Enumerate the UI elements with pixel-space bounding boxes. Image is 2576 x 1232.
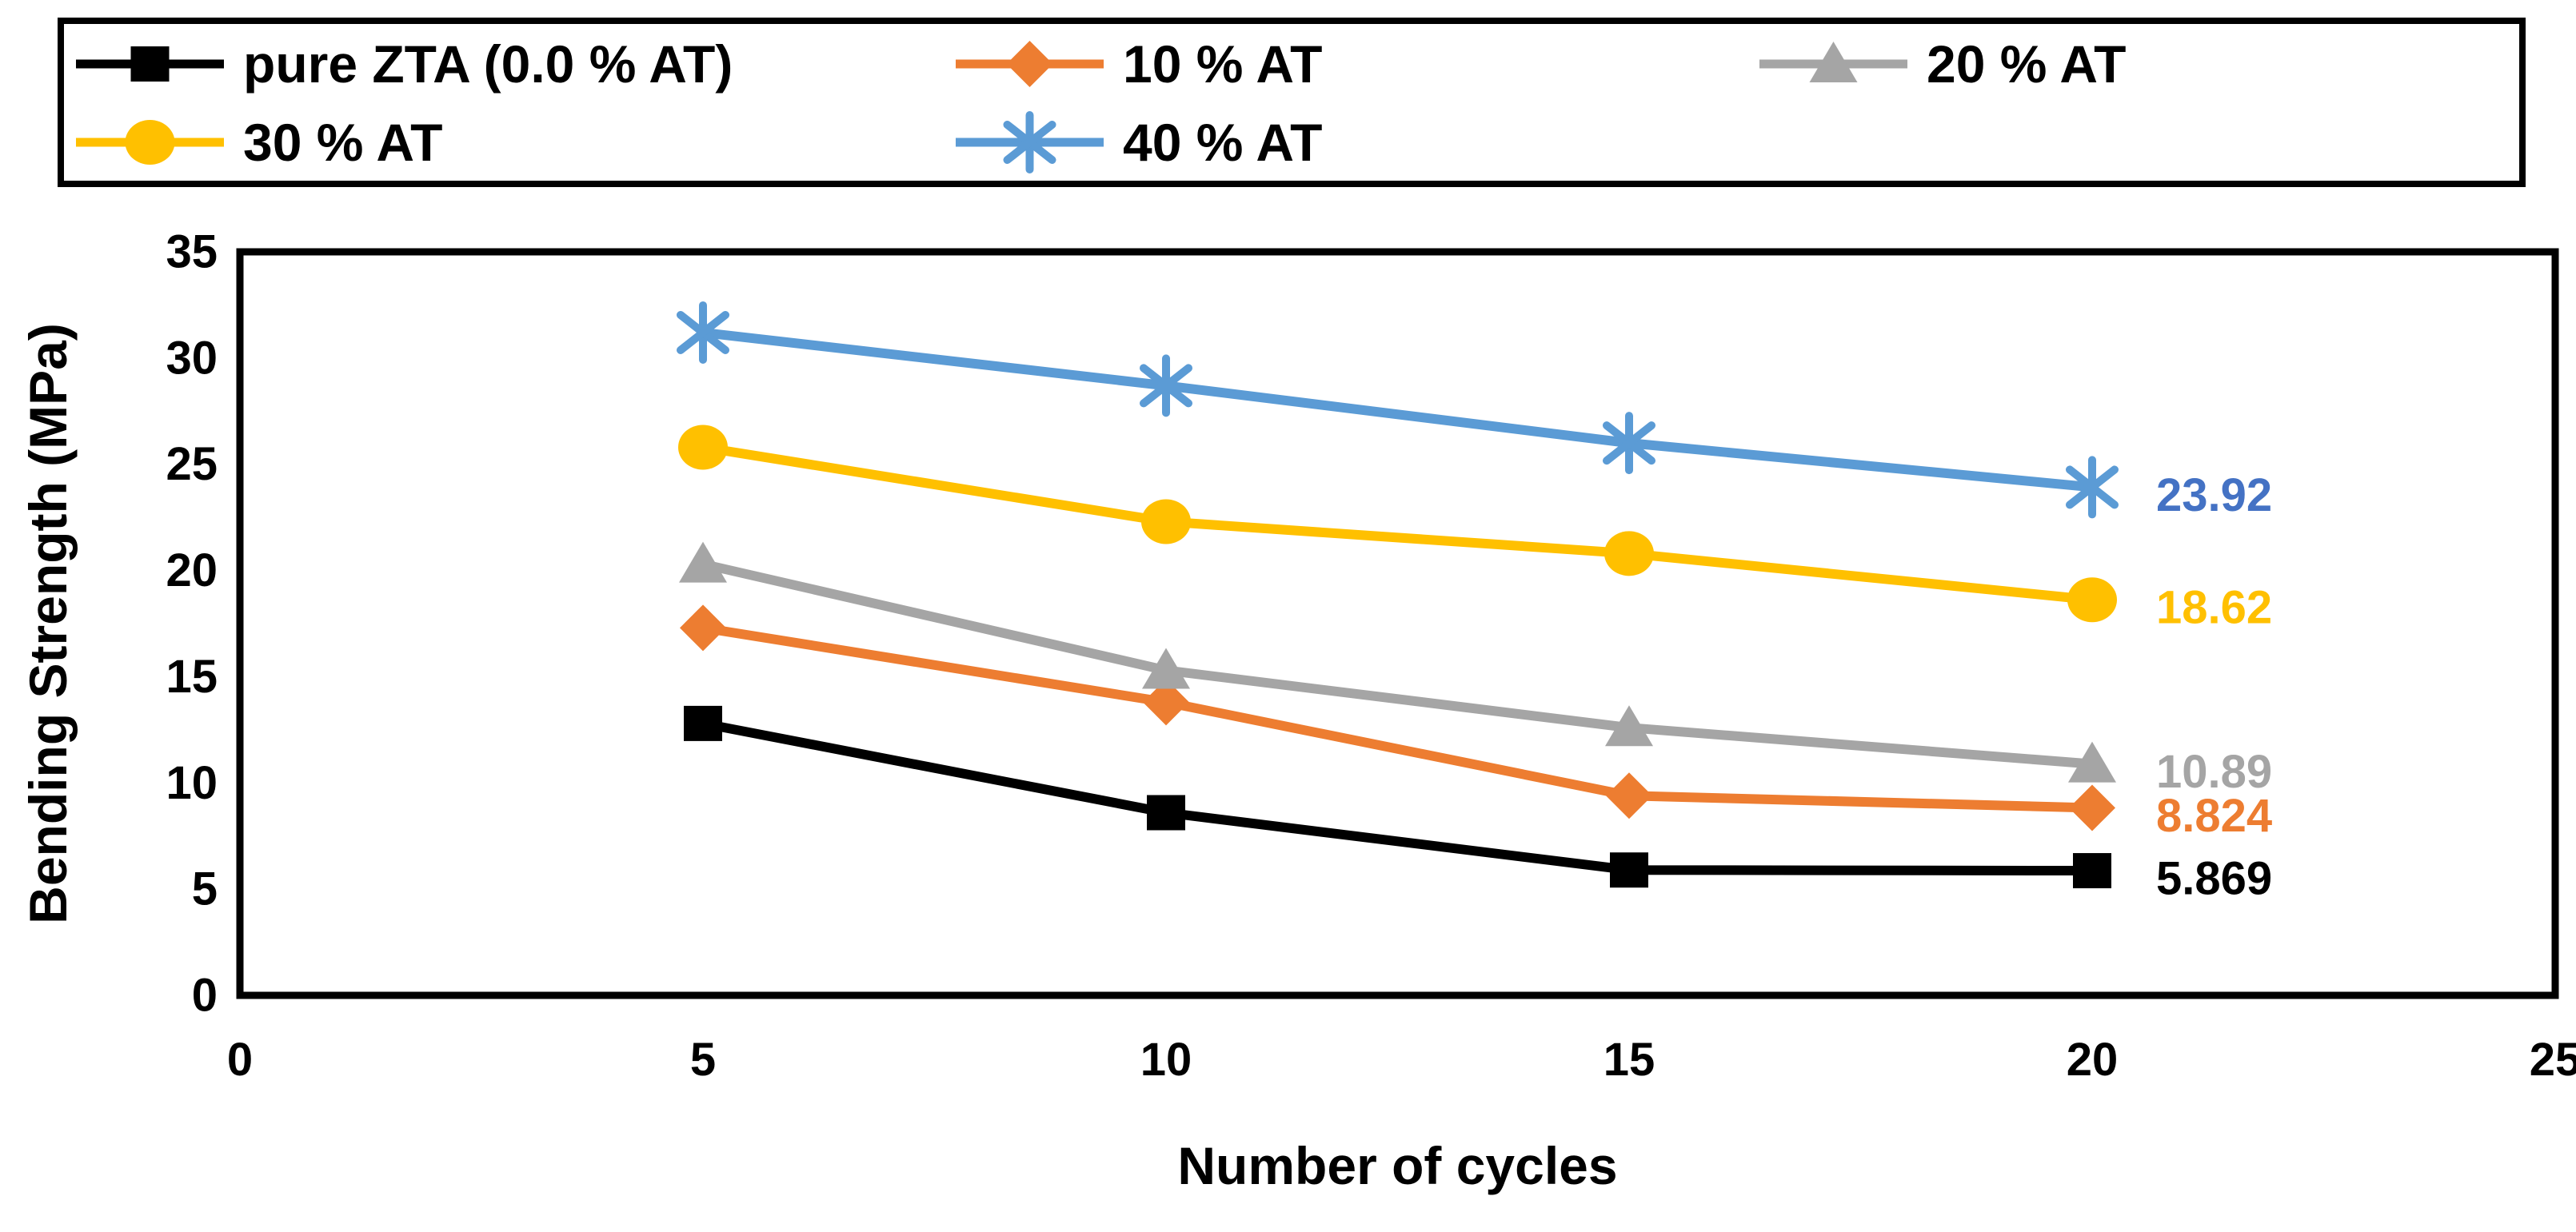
square-marker-icon [76,46,224,82]
asterisk-marker-icon [677,301,729,364]
triangle-marker-icon [1142,648,1190,689]
square-marker-icon [1147,795,1185,831]
y-tick-label: 35 [166,226,218,278]
asterisk-marker-icon [1140,364,1192,408]
y-tick-label: 5 [192,863,218,915]
series-line [702,328,2093,492]
diamond-marker-icon [680,604,726,652]
asterisk-marker-icon [1003,121,1056,164]
legend-item: 30 % AT [76,102,442,182]
legend-item: pure ZTA (0.0 % AT) [76,24,733,104]
asterisk-marker-icon [1603,412,1655,475]
plot-border [236,248,2559,999]
x-tick-label: 15 [1604,1034,1655,1086]
asterisk-marker-icon [1603,421,1655,465]
circle-marker-icon [1141,499,1191,544]
asterisk-marker-icon [677,310,729,354]
triangle-marker-icon [1605,705,1653,747]
circle-marker-icon [76,120,224,165]
diamond-marker-icon [1006,41,1053,87]
series-line [702,623,2093,813]
series-line [702,442,2093,605]
x-tick-label: 20 [2067,1034,2119,1086]
x-tick-label: 0 [227,1034,253,1086]
triangle-marker-icon [1759,42,1907,82]
square-marker-icon [130,46,170,82]
x-tick-label: 25 [2530,1034,2576,1086]
legend-item-label: 30 % AT [243,113,443,172]
diamond-marker-icon [956,41,1104,87]
y-tick-label: 15 [166,651,218,703]
circle-marker-icon [1604,531,1654,576]
legend-item-label: 40 % AT [1123,113,1323,172]
series-end-data-label: 8.824 [2156,790,2272,842]
legend-item: 40 % AT [956,102,1322,182]
x-axis-title: Number of cycles [1177,1136,1618,1195]
series-end-data-label: 10.89 [2156,746,2272,798]
circle-marker-icon [125,120,175,165]
circle-marker-icon [2067,577,2117,623]
series-line [701,718,2093,876]
series-end-data-label: 23.92 [2156,469,2272,521]
series-end-data-label: 18.62 [2156,582,2272,634]
triangle-marker-icon [2068,741,2116,783]
asterisk-marker-icon [1140,354,1192,417]
legend-item: 20 % AT [1759,24,2126,104]
legend-item-label: pure ZTA (0.0 % AT) [243,34,733,94]
asterisk-marker-icon [1003,111,1056,173]
y-tick-label: 25 [166,438,218,490]
triangle-marker-icon [1809,42,1858,82]
diamond-marker-icon [2069,784,2115,831]
series-line [701,559,2093,769]
asterisk-marker-icon [2066,456,2119,519]
y-tick-label: 10 [166,757,218,809]
legend-item-label: 10 % AT [1123,34,1323,94]
square-marker-icon [684,705,722,741]
square-marker-icon [2073,853,2111,889]
triangle-marker-icon [679,541,727,583]
square-marker-icon [1610,852,1648,888]
legend: pure ZTA (0.0 % AT) 10 % AT 20 % AT 30 % AT… [58,18,2526,187]
legend-item-label: 20 % AT [1927,34,2127,94]
series-end-data-label: 5.869 [2156,853,2272,905]
y-tick-label: 30 [166,332,218,384]
x-tick-label: 5 [690,1034,716,1086]
diamond-marker-icon [1606,772,1652,819]
asterisk-marker-icon [956,111,1104,173]
y-axis-title: Bending Strength (MPa) [18,323,78,924]
legend-item: 10 % AT [956,24,1322,104]
y-tick-label: 0 [192,970,218,1022]
asterisk-marker-icon [2066,465,2119,509]
y-tick-label: 20 [166,544,218,596]
diamond-marker-icon [1143,679,1189,726]
x-tick-label: 10 [1140,1034,1192,1086]
circle-marker-icon [678,425,728,470]
